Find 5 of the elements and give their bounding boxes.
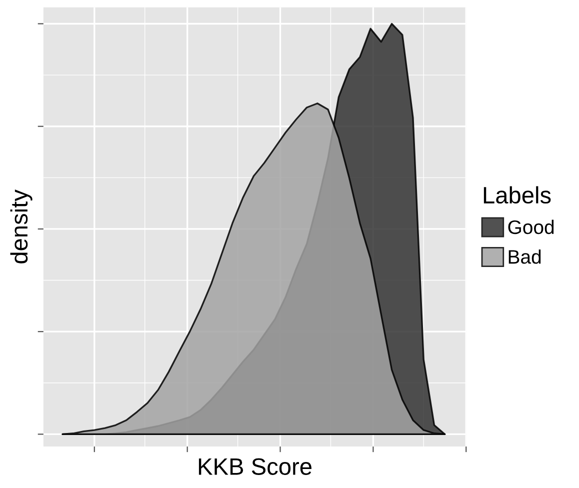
y-axis-title: density — [10, 190, 32, 264]
legend-label: Good — [508, 220, 554, 234]
legend-label: Bad — [508, 250, 541, 264]
legend-title: Labels — [484, 186, 551, 204]
x-axis-title: KKB Score — [198, 458, 312, 475]
